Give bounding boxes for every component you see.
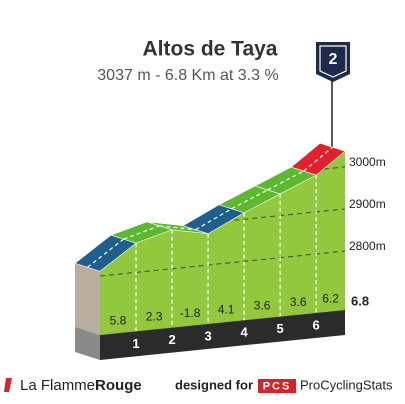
y-tick-label: 3000m <box>349 155 386 169</box>
brand-a: La FlammeRouge <box>20 377 142 394</box>
top-dash <box>87 238 124 268</box>
category-badge <box>316 42 350 82</box>
top-dash <box>303 146 333 172</box>
base-band <box>100 310 345 360</box>
title: Altos de Taya <box>143 38 278 61</box>
gradient-label: 3.6 <box>254 299 271 313</box>
footer: La FlammeRouge designed for PCS ProCycli… <box>4 377 393 394</box>
gradient-label: 6.2 <box>322 292 339 306</box>
category: 2 <box>329 51 338 68</box>
x-tick-label: 6 <box>313 317 320 332</box>
designed-for: designed for <box>175 377 253 392</box>
gradient-label: 2.3 <box>146 310 163 324</box>
base-side <box>75 327 100 360</box>
category-badge-border <box>319 45 347 78</box>
gradient-label: 5.8 <box>110 313 127 327</box>
profile-face <box>100 151 345 335</box>
brand-a-text: La Flamme <box>20 377 95 394</box>
y-tick-label: 2900m <box>349 197 386 211</box>
gradient-label: 3.6 <box>290 295 307 309</box>
x-tick-label: 2 <box>168 332 175 347</box>
brand-b: Rouge <box>95 377 142 394</box>
top-dash <box>159 225 196 231</box>
y-tick-label: 2800m <box>349 239 386 253</box>
gradient-label: 4.1 <box>218 302 235 316</box>
side-face <box>75 263 100 335</box>
flame-logo <box>4 378 12 392</box>
plot: 2800m 2900m 3000m 5.8 2.3 -1.8 4.1 3.6 3.6 6.2 1 2 3… <box>74 142 386 360</box>
gradient-label: -1.8 <box>180 306 201 320</box>
pcs-box <box>258 379 296 393</box>
site: ProCyclingStats <box>300 377 393 392</box>
x-tick-label: 6.8 <box>351 293 369 308</box>
x-tick-label: 1 <box>132 336 139 351</box>
x-tick-label: 3 <box>204 328 211 343</box>
top-segment <box>290 142 346 176</box>
pcs: PCS <box>263 380 292 392</box>
x-tick-label: 5 <box>277 321 284 336</box>
subtitle: 3037 m - 6.8 Km at 3.3 % <box>97 67 278 84</box>
x-tick-label: 4 <box>241 325 249 340</box>
